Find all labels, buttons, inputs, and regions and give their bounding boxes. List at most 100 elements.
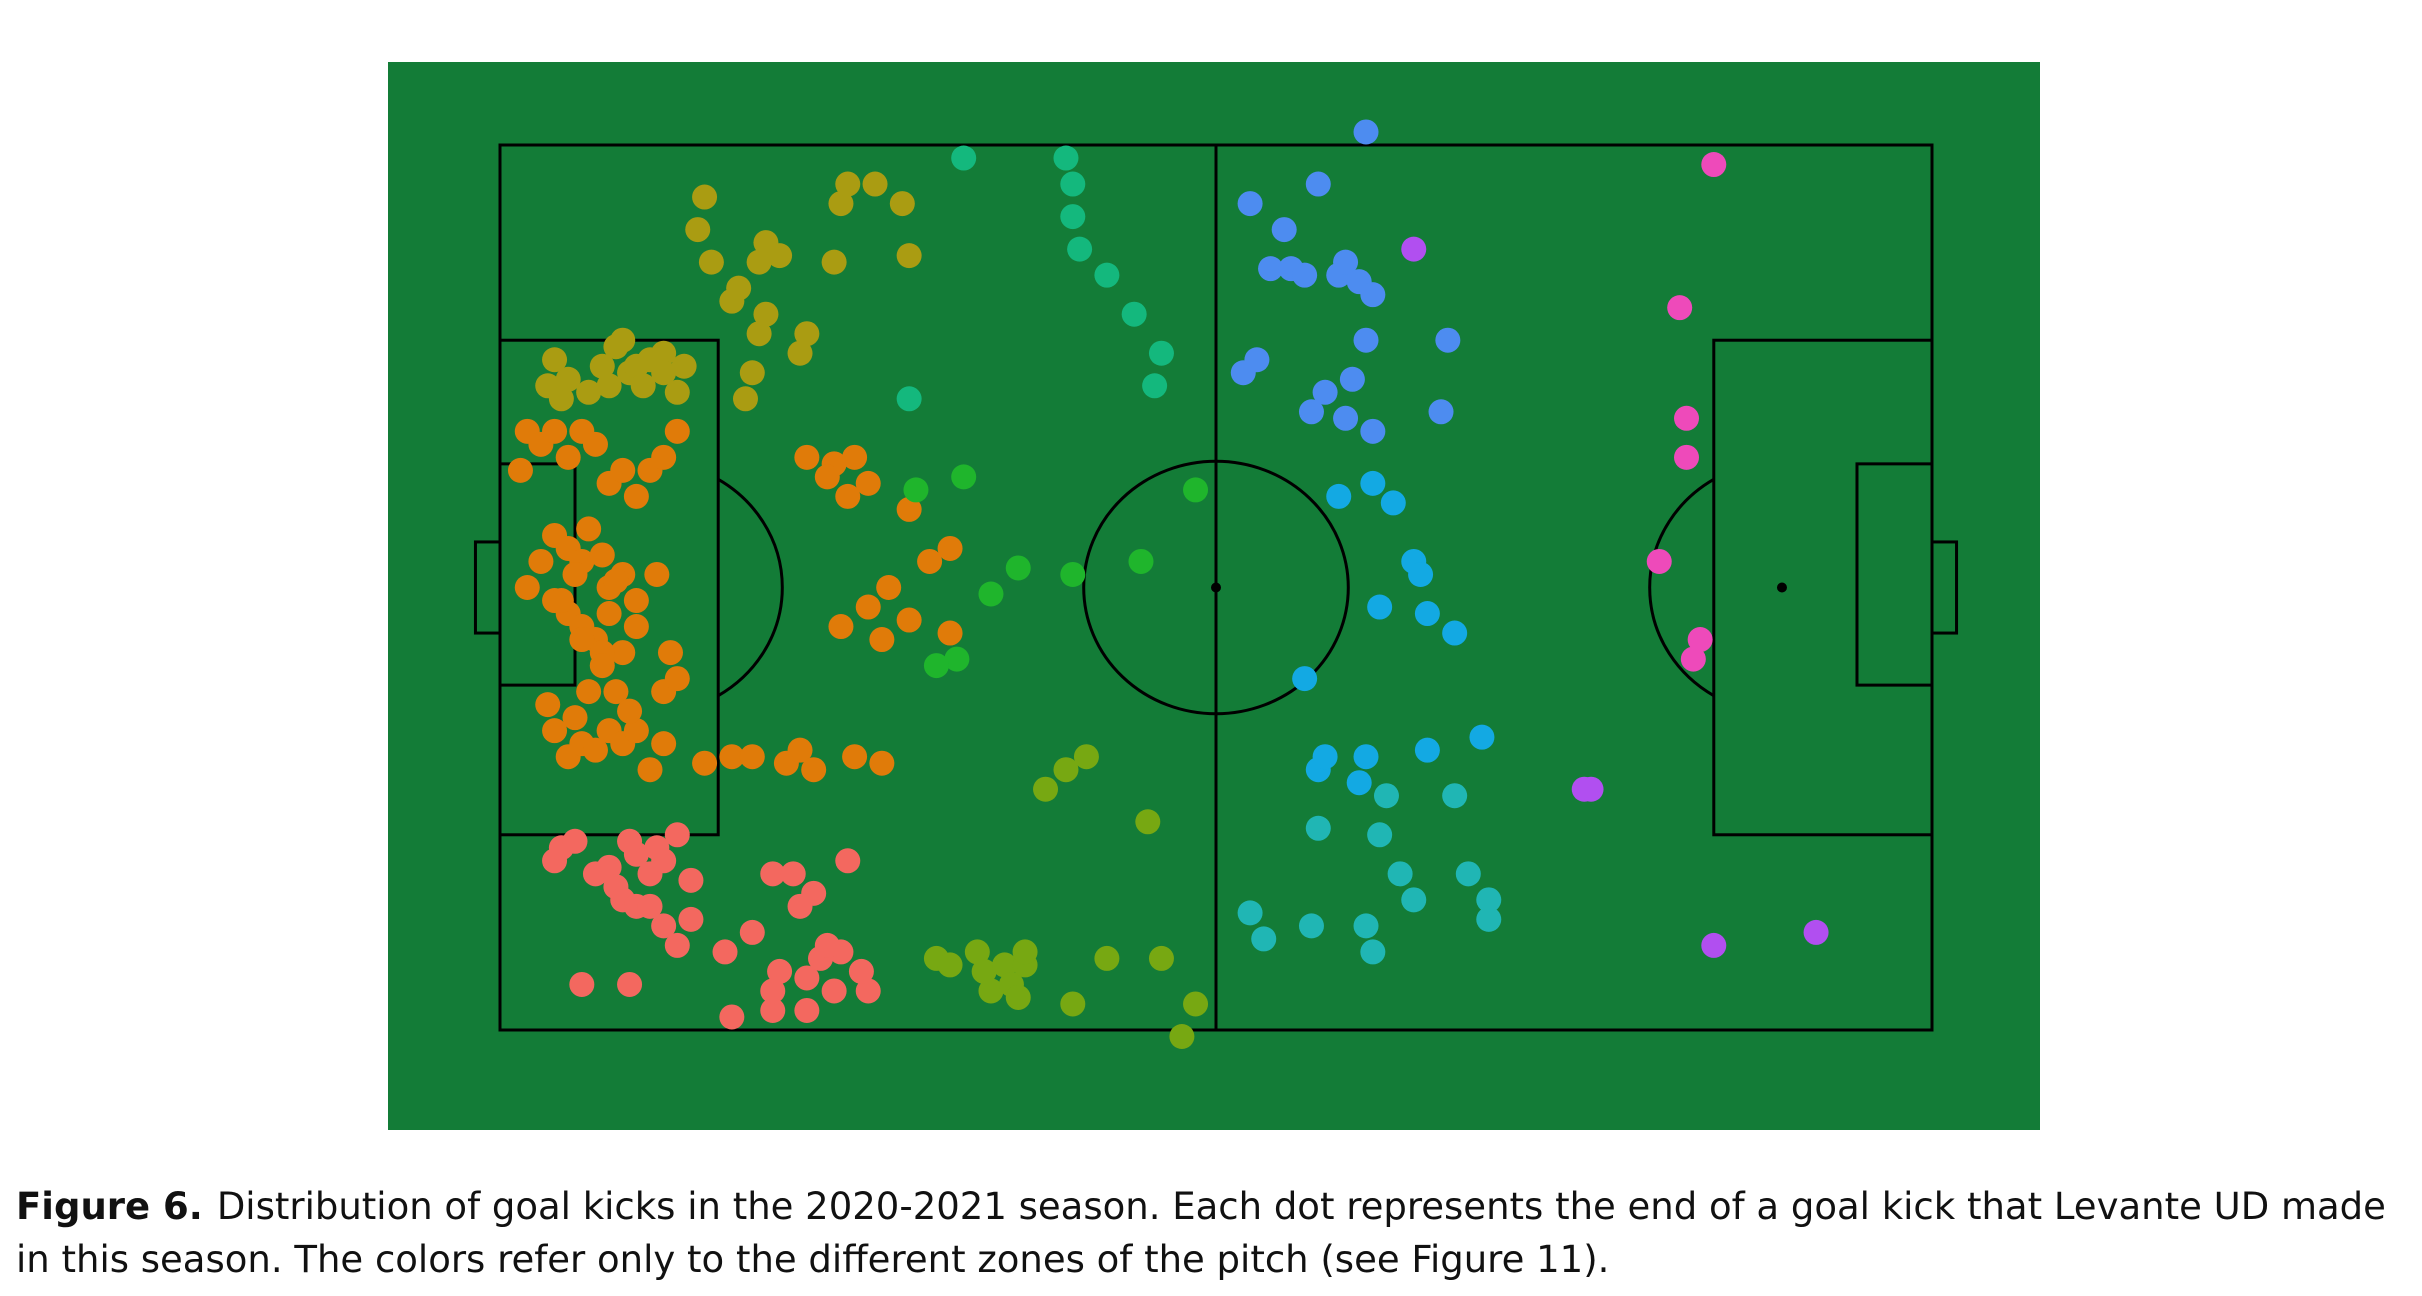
goal-kick-dot xyxy=(576,679,601,704)
goal-kick-dot xyxy=(1360,419,1385,444)
goal-kick-dot xyxy=(1313,744,1338,769)
goal-kick-dot xyxy=(563,829,588,854)
goal-kick-dot xyxy=(1251,926,1276,951)
goal-kick-dot xyxy=(528,549,553,574)
goal-kick-dot xyxy=(1135,809,1160,834)
goal-kick-dot xyxy=(569,627,594,652)
goal-kick-dot xyxy=(801,881,826,906)
goal-kick-dot xyxy=(1326,484,1351,509)
goal-kick-dot xyxy=(1060,562,1085,587)
goal-kick-dot xyxy=(685,217,710,242)
goal-kick-dot xyxy=(1442,621,1467,646)
goal-kick-dot xyxy=(876,575,901,600)
goal-kick-dot xyxy=(1701,933,1726,958)
goal-kick-dot xyxy=(951,146,976,171)
goal-kick-dot xyxy=(624,484,649,509)
goal-kick-dot xyxy=(563,705,588,730)
goal-kick-dot xyxy=(624,588,649,613)
goal-kick-dot xyxy=(1313,380,1338,405)
goal-kick-dot xyxy=(835,848,860,873)
goal-kick-dot xyxy=(1292,666,1317,691)
goal-kick-dot xyxy=(1006,555,1031,580)
goal-kick-dot xyxy=(1415,601,1440,626)
goal-kick-dot xyxy=(1415,738,1440,763)
goal-kick-dot xyxy=(1442,783,1467,808)
goal-kick-dot xyxy=(692,751,717,776)
goal-kick-dot xyxy=(1674,406,1699,431)
goal-kick-dot xyxy=(726,276,751,301)
goal-kick-dot xyxy=(569,972,594,997)
goal-kick-dot xyxy=(556,445,581,470)
goal-kick-dot xyxy=(767,243,792,268)
goal-kick-dot xyxy=(603,568,628,593)
goal-kick-dot xyxy=(515,575,540,600)
goal-kick-dot xyxy=(1122,302,1147,327)
goal-kick-dot xyxy=(1804,920,1829,945)
goal-kick-dot xyxy=(665,666,690,691)
goal-kick-dot xyxy=(740,920,765,945)
goal-kick-dot xyxy=(719,1004,744,1029)
goal-kick-dot xyxy=(1354,119,1379,144)
goal-kick-dot xyxy=(590,542,615,567)
goal-kick-dot xyxy=(781,861,806,886)
goal-kick-dot xyxy=(1579,777,1604,802)
goal-kick-dot xyxy=(597,373,622,398)
goal-kick-dot xyxy=(1169,1024,1194,1049)
goal-kick-dot xyxy=(644,562,669,587)
goal-kick-dot xyxy=(1094,263,1119,288)
center-spot xyxy=(1211,583,1221,593)
goal-kick-dot xyxy=(1238,900,1263,925)
goal-kick-dot xyxy=(1360,939,1385,964)
goal-kick-dot xyxy=(753,302,778,327)
goal-kick-dot xyxy=(665,822,690,847)
goal-kick-dot xyxy=(542,347,567,372)
goal-kick-dot xyxy=(1067,237,1092,262)
goal-kick-dot xyxy=(1142,373,1167,398)
goal-kick-dot xyxy=(842,744,867,769)
goal-kick-dot xyxy=(1367,822,1392,847)
goal-kick-dot xyxy=(617,972,642,997)
goal-kick-dot xyxy=(815,933,840,958)
goal-kick-dot xyxy=(1367,595,1392,620)
goal-kick-dot xyxy=(1388,861,1413,886)
figure-caption: Figure 6. Distribution of goal kicks in t… xyxy=(16,1180,2406,1286)
goal-kick-dot xyxy=(842,445,867,470)
pitch-chart xyxy=(0,0,2422,1160)
goal-kick-dot xyxy=(1060,172,1085,197)
goal-kick-dot xyxy=(665,419,690,444)
goal-kick-dot xyxy=(903,477,928,502)
goal-kick-dot xyxy=(713,939,738,964)
goal-kick-dot xyxy=(603,334,628,359)
goal-kick-dot xyxy=(815,464,840,489)
goal-kick-dot xyxy=(897,243,922,268)
goal-kick-dot xyxy=(849,959,874,984)
goal-kick-dot xyxy=(801,757,826,782)
goal-kick-dot xyxy=(1306,816,1331,841)
goal-kick-dot xyxy=(1667,295,1692,320)
goal-kick-dot xyxy=(740,744,765,769)
goal-kick-dot xyxy=(1272,217,1297,242)
goal-kick-dot xyxy=(651,731,676,756)
goal-kick-dot xyxy=(597,601,622,626)
goal-kick-dot xyxy=(924,653,949,678)
goal-kick-dot xyxy=(1401,237,1426,262)
goal-kick-dot xyxy=(1408,562,1433,587)
goal-kick-dot xyxy=(1299,913,1324,938)
goal-kick-dot xyxy=(1360,282,1385,307)
goal-kick-dot xyxy=(1060,991,1085,1016)
goal-kick-dot xyxy=(890,191,915,216)
goal-kick-dot xyxy=(617,829,642,854)
goal-kick-dot xyxy=(733,386,758,411)
goal-kick-dot xyxy=(563,562,588,587)
goal-kick-dot xyxy=(938,621,963,646)
goal-kick-dot xyxy=(1013,939,1038,964)
goal-kick-dot xyxy=(869,751,894,776)
goal-kick-dot xyxy=(535,692,560,717)
goal-kick-dot xyxy=(1469,725,1494,750)
goal-kick-dot xyxy=(1476,907,1501,932)
goal-kick-dot xyxy=(794,998,819,1023)
goal-kick-dot xyxy=(1183,991,1208,1016)
goal-kick-dot xyxy=(1347,770,1372,795)
goal-kick-dot xyxy=(794,445,819,470)
goal-kick-dot xyxy=(1033,777,1058,802)
